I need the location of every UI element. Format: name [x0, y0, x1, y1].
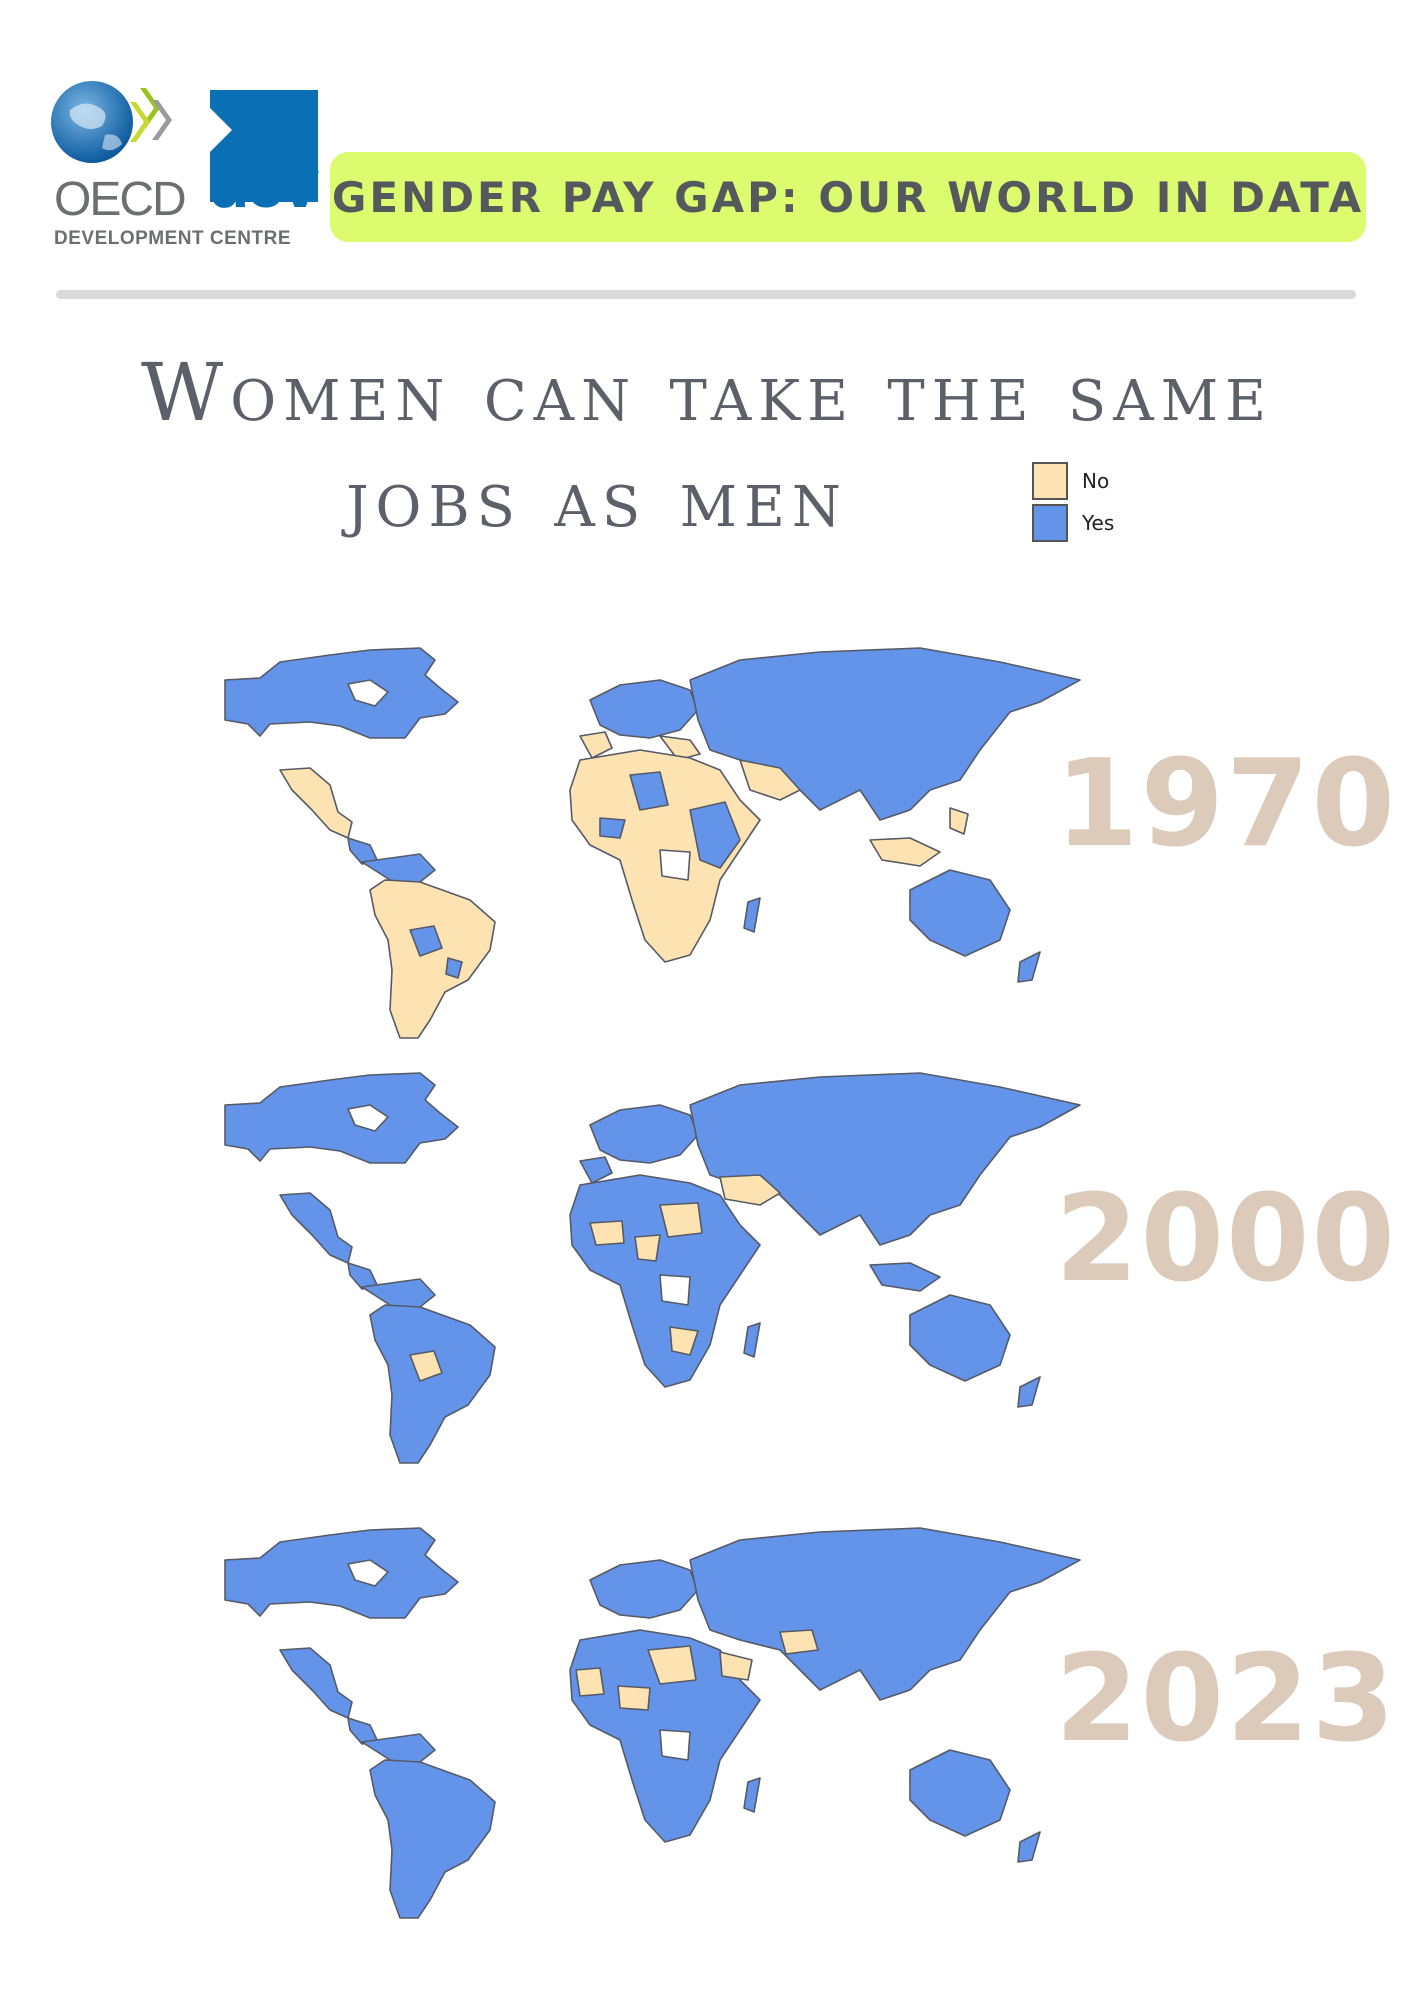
logo-subtitle: DEVELOPMENT CENTRE	[54, 228, 292, 249]
world-map-2023	[224, 1527, 1081, 1919]
world-map-1970	[224, 647, 1081, 1039]
legend-swatch-no	[1032, 462, 1068, 500]
page-title: Women can take the same jobs as men	[40, 340, 1374, 551]
map-year-label-2000: 2000	[1055, 1170, 1397, 1309]
header-banner: GENDER PAY GAP: OUR WORLD IN DATA	[330, 152, 1366, 242]
oecd-development-centre-logo: OECD dev DEVELOPMENT CENTRE	[50, 80, 320, 255]
map-year-label-2023: 2023	[1055, 1630, 1397, 1769]
legend-swatch-yes	[1032, 504, 1068, 542]
legend-label-yes: Yes	[1082, 511, 1115, 535]
logo-oecd-text: OECD	[54, 173, 187, 226]
legend-label-no: No	[1082, 469, 1110, 493]
divider	[56, 290, 1356, 299]
logo-dev-text: dev	[208, 146, 319, 222]
map-legend: No Yes	[1032, 460, 1114, 544]
world-map-2000	[224, 1072, 1081, 1464]
title-line-1: Women can take the same	[141, 346, 1273, 439]
map-year-label-1970: 1970	[1055, 735, 1397, 874]
globe-icon	[51, 81, 172, 163]
legend-item-yes: Yes	[1032, 502, 1114, 544]
legend-item-no: No	[1032, 460, 1114, 502]
title-line-2: jobs as men	[346, 451, 848, 545]
dev-logo-box	[210, 90, 318, 202]
